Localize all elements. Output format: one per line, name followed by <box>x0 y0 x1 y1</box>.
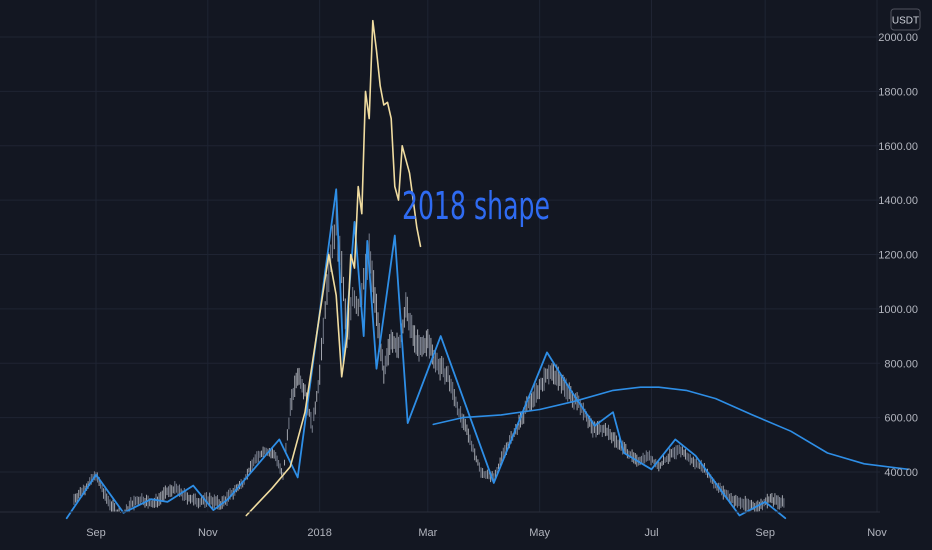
y-tick-label: 1200.00 <box>878 250 918 262</box>
y-tick-label: 1800.00 <box>878 86 918 98</box>
x-tick-label: Sep <box>755 527 775 539</box>
y-tick-label: 1000.00 <box>878 304 918 316</box>
x-axis: Sep Nov 2018 Mar May Jul Sep Nov <box>0 511 887 539</box>
y-tick-label: 1400.00 <box>878 195 918 207</box>
currency-badge-box <box>890 8 921 31</box>
grid <box>0 0 880 512</box>
y-tick-label: 600.00 <box>884 413 918 425</box>
x-tick-label: Mar <box>418 527 437 539</box>
series-lines <box>65 19 909 520</box>
x-tick-label: May <box>529 527 550 539</box>
overlay-2018-line <box>245 19 422 517</box>
x-tick-label: Nov <box>198 527 218 539</box>
x-tick-label: Sep <box>86 527 106 539</box>
moving-average-line <box>432 386 909 471</box>
x-tick-label: Jul <box>644 527 658 539</box>
currency-badge[interactable]: USDT <box>890 8 921 31</box>
zigzag-line <box>65 188 787 520</box>
y-tick-label: 800.00 <box>884 358 918 370</box>
currency-badge-label: USDT <box>892 16 919 27</box>
y-axis: 400.00 600.00 800.00 1000.00 1200.00 1400.00 1… <box>878 32 918 479</box>
chart-annotation: 2018 shape <box>402 184 550 228</box>
y-tick-label: 400.00 <box>884 467 918 479</box>
x-tick-label: 2018 <box>307 527 331 539</box>
x-tick-label: Nov <box>867 527 887 539</box>
y-tick-label: 2000.00 <box>878 32 918 44</box>
y-tick-label: 1600.00 <box>878 141 918 153</box>
